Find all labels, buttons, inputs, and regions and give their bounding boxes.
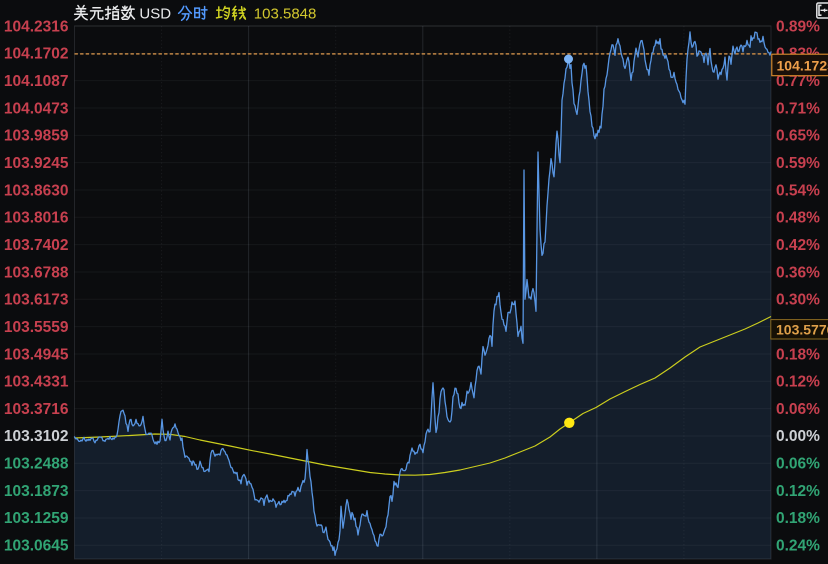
svg-text:103.3102: 103.3102 [4, 428, 69, 445]
svg-text:103.2488: 103.2488 [4, 456, 69, 473]
svg-text:103.1259: 103.1259 [4, 510, 69, 527]
svg-text:0.54%: 0.54% [776, 182, 820, 199]
svg-text:0.77%: 0.77% [776, 73, 820, 90]
svg-text:103.4331: 103.4331 [4, 374, 69, 391]
svg-text:0.30%: 0.30% [776, 292, 820, 309]
svg-text:0.06%: 0.06% [776, 401, 820, 418]
svg-text:104.1702: 104.1702 [4, 46, 69, 63]
svg-text:103.5848: 103.5848 [254, 5, 317, 22]
svg-text:103.9859: 103.9859 [4, 128, 69, 145]
svg-text:104.0473: 104.0473 [4, 100, 69, 117]
svg-text:0.06%: 0.06% [776, 456, 820, 473]
svg-text:103.8016: 103.8016 [4, 210, 69, 227]
svg-text:103.9245: 103.9245 [4, 155, 69, 172]
svg-text:103.1873: 103.1873 [4, 483, 69, 500]
svg-text:0.36%: 0.36% [776, 264, 820, 281]
svg-text:104.1725: 104.1725 [777, 57, 828, 73]
svg-text:103.0645: 103.0645 [4, 538, 69, 555]
svg-text:103.3716: 103.3716 [4, 401, 69, 418]
svg-text:0.24%: 0.24% [776, 538, 820, 555]
svg-text:0.89%: 0.89% [776, 18, 820, 35]
svg-text:103.8630: 103.8630 [4, 182, 69, 199]
svg-text:0.65%: 0.65% [776, 128, 820, 145]
svg-text:103.6173: 103.6173 [4, 292, 69, 309]
svg-text:0.18%: 0.18% [776, 510, 820, 527]
svg-text:0.12%: 0.12% [776, 483, 820, 500]
svg-text:USD: USD [139, 5, 171, 22]
svg-text:103.6788: 103.6788 [4, 264, 69, 281]
svg-text:0.18%: 0.18% [776, 346, 820, 363]
svg-text:0.59%: 0.59% [776, 155, 820, 172]
svg-text:104.2316: 104.2316 [4, 18, 69, 35]
svg-text:0.00%: 0.00% [776, 428, 820, 445]
svg-text:0.42%: 0.42% [776, 237, 820, 254]
svg-text:103.5559: 103.5559 [4, 319, 69, 336]
svg-text:0.48%: 0.48% [776, 210, 820, 227]
svg-text:103.5776: 103.5776 [776, 322, 828, 338]
svg-text:0.12%: 0.12% [776, 374, 820, 391]
svg-text:104.1087: 104.1087 [4, 73, 69, 90]
svg-text:103.4945: 103.4945 [4, 346, 69, 363]
svg-text:0.71%: 0.71% [776, 100, 820, 117]
svg-text:103.7402: 103.7402 [4, 237, 69, 254]
